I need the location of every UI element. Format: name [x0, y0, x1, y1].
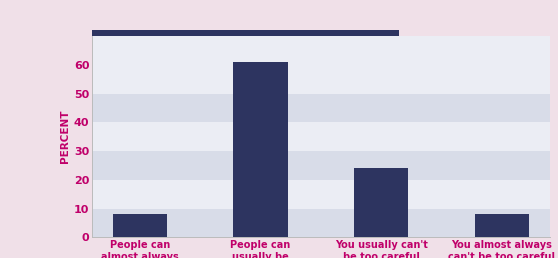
- Bar: [92, 94, 550, 122]
- Bar: [92, 65, 550, 94]
- Y-axis label: PERCENT: PERCENT: [60, 110, 70, 164]
- Bar: [92, 209, 550, 237]
- Bar: [92, 180, 550, 209]
- Bar: [92, 151, 550, 180]
- Bar: [354, 168, 408, 237]
- Bar: [233, 62, 288, 237]
- Bar: [474, 214, 529, 237]
- Bar: [92, 122, 550, 151]
- Bar: [113, 214, 167, 237]
